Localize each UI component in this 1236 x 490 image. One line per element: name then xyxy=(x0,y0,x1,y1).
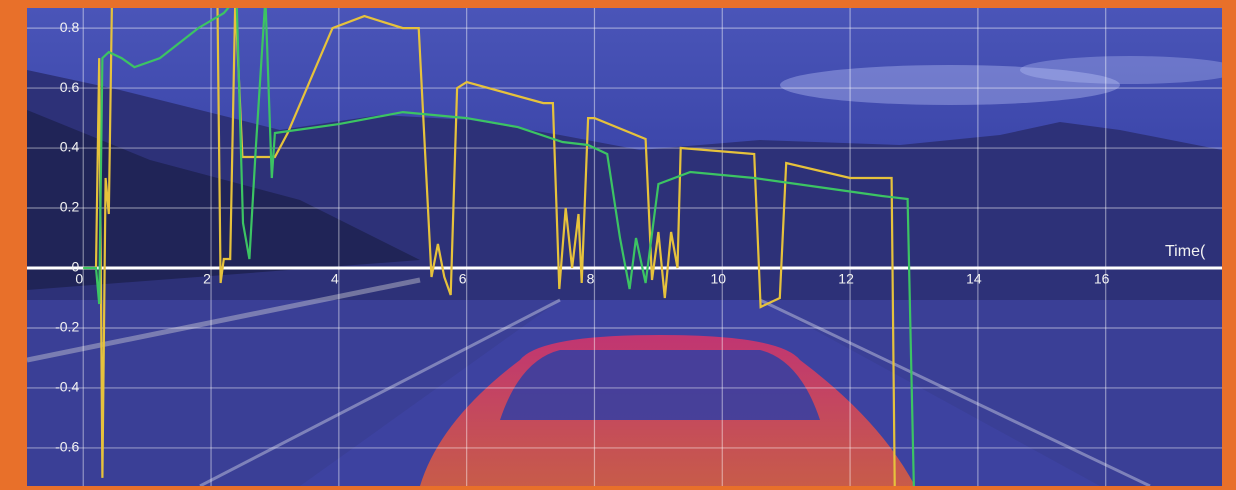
x-tick-label: 12 xyxy=(838,271,854,287)
x-tick-label: 16 xyxy=(1094,271,1110,287)
x-tick-label: 14 xyxy=(966,271,982,287)
scene xyxy=(27,8,1236,486)
x-tick-label: 4 xyxy=(331,271,339,287)
y-tick-label: 0.6 xyxy=(60,79,80,95)
x-tick-label: 6 xyxy=(459,271,467,287)
chart: 0246810121416-0.6-0.4-0.200.20.40.60.8Ti… xyxy=(0,0,1236,490)
y-tick-label: 0.2 xyxy=(60,199,80,215)
x-tick-label: 2 xyxy=(203,271,211,287)
y-tick-label: 0.4 xyxy=(60,139,80,155)
y-tick-label: -0.6 xyxy=(55,439,79,455)
x-tick-label: 8 xyxy=(587,271,595,287)
x-axis-label: Time( xyxy=(1165,243,1206,260)
y-tick-label: 0.8 xyxy=(60,19,80,35)
x-tick-label: 10 xyxy=(710,271,726,287)
y-tick-label: -0.4 xyxy=(55,379,79,395)
y-tick-label: 0 xyxy=(71,259,79,275)
y-tick-label: -0.2 xyxy=(55,319,79,335)
